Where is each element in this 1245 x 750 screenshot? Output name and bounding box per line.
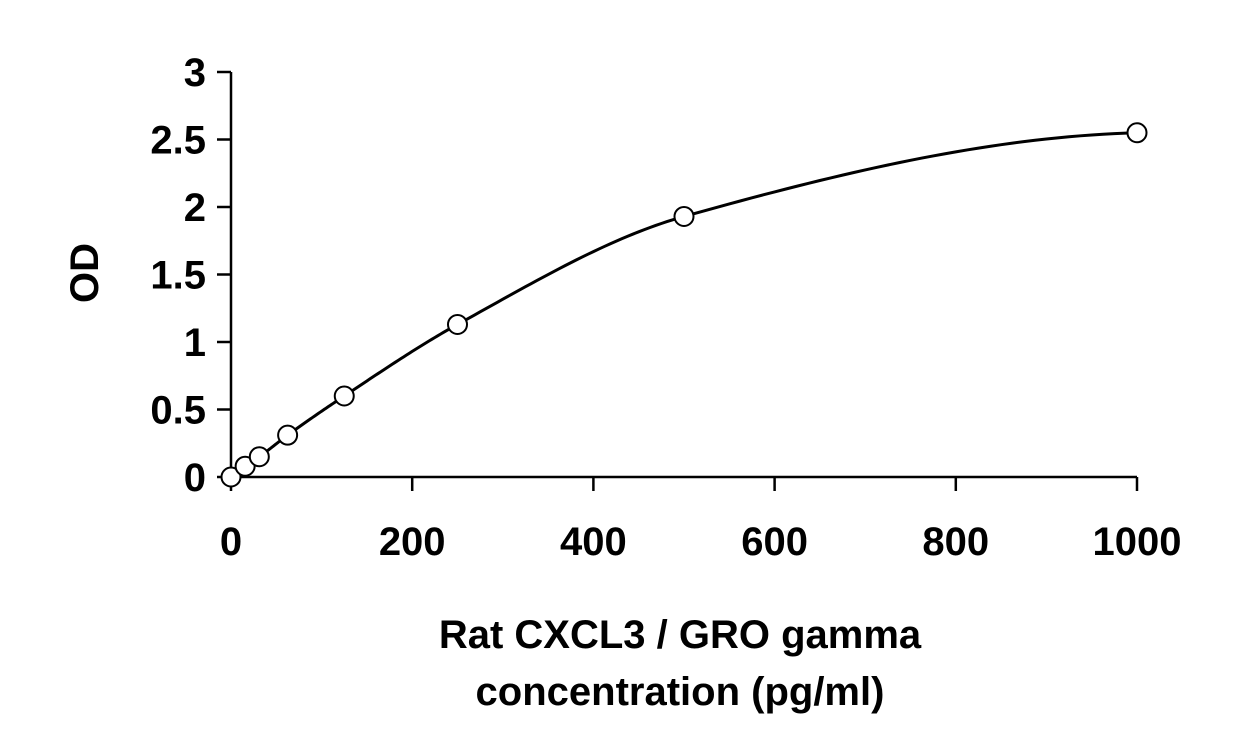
y-tick-label: 1: [184, 321, 206, 365]
x-tick-label: 800: [922, 520, 989, 564]
data-point: [447, 313, 468, 335]
data-point: [333, 385, 355, 407]
data-point: [673, 205, 695, 227]
y-tick-label: 3: [184, 51, 206, 95]
data-points: [220, 122, 1148, 488]
data-point: [248, 446, 270, 468]
x-axis-title-line-2: concentration (pg/ml): [476, 670, 885, 714]
x-tick-label: 0: [220, 520, 242, 564]
x-axis-title-line-1: Rat CXCL3 / GRO gamma: [439, 613, 922, 657]
data-point: [277, 424, 299, 446]
fit-curve-layer: [230, 131, 1138, 479]
data-point: [220, 466, 242, 488]
y-tick-label: 1.5: [150, 254, 206, 298]
y-axis-title: OD: [63, 243, 107, 303]
ticks: 0 0.5 1 1.5 2 2.5 3 0 200 400 600 800 1000: [150, 51, 1181, 564]
y-tick-label: 0: [184, 456, 206, 500]
fit-curve: [230, 131, 1138, 479]
y-tick-label: 2: [184, 186, 206, 230]
y-tick-label: 0.5: [150, 389, 206, 433]
x-tick-label: 200: [379, 520, 446, 564]
data-point: [234, 455, 256, 477]
x-tick-label: 1000: [1093, 520, 1182, 564]
data-point: [1126, 122, 1148, 144]
axes: [229, 72, 1137, 479]
x-tick-label: 600: [741, 520, 808, 564]
x-tick-label: 400: [560, 520, 627, 564]
y-tick-label: 2.5: [150, 119, 206, 163]
